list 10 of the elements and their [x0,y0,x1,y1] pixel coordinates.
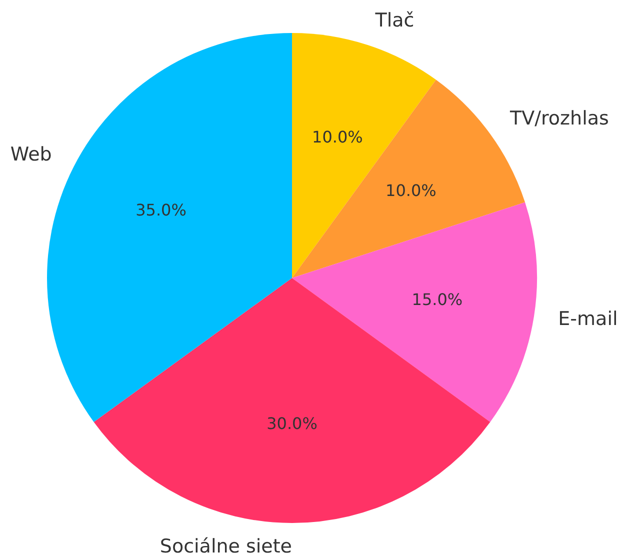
data-label: 10.0% [386,180,436,200]
slice-label: Web [10,144,52,166]
slice-label: Sociálne siete [160,535,292,557]
data-label: 35.0% [136,200,186,220]
data-label: 30.0% [266,414,318,434]
data-label: 15.0% [412,290,463,310]
slice-label: TV/rozhlas [509,108,609,130]
slice-label: E-mail [558,308,618,330]
slice-label: Tlač [374,10,414,32]
data-label: 10.0% [312,127,363,146]
